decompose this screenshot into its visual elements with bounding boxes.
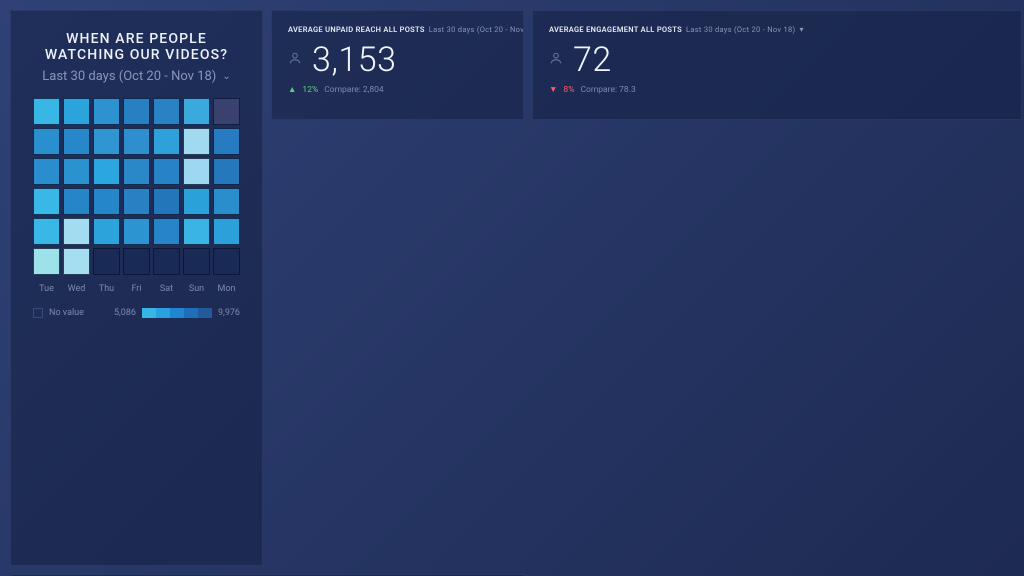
delta-down-icon: ▼ xyxy=(549,84,557,95)
kpi-engagement-title: AVERAGE ENGAGEMENT ALL POSTS xyxy=(549,25,682,34)
heatmap-cell[interactable] xyxy=(63,158,90,185)
heatmap-period: Last 30 days (Oct 20 - Nov 18) xyxy=(42,69,216,84)
novalue-label: No value xyxy=(49,308,84,318)
kpi-reach-compare: Compare: 2,804 xyxy=(324,85,384,95)
heatmap-x-label: Fri xyxy=(123,284,150,294)
kpi-engagement-delta: 8% xyxy=(563,85,574,95)
kpi-reach-card: AVERAGE UNPAID REACH ALL POSTS Last 30 d… xyxy=(271,10,524,120)
kpi-reach-delta: 12% xyxy=(302,85,318,95)
heatmap-cell[interactable] xyxy=(123,158,150,185)
heatmap-cell[interactable] xyxy=(213,188,240,215)
heatmap-x-label: Mon xyxy=(213,284,240,294)
heatmap-legend: No value 5,086 9,976 xyxy=(33,308,240,318)
heatmap-cell[interactable] xyxy=(153,218,180,245)
person-icon xyxy=(288,51,302,69)
heatmap-grid xyxy=(33,98,240,278)
heatmap-cell[interactable] xyxy=(93,98,120,125)
heatmap-cell[interactable] xyxy=(153,98,180,125)
heatmap-cell[interactable] xyxy=(213,218,240,245)
heatmap-cell[interactable] xyxy=(213,248,240,275)
legend-max: 9,976 xyxy=(218,308,240,318)
heatmap-cell[interactable] xyxy=(123,218,150,245)
heatmap-cell[interactable] xyxy=(33,248,60,275)
heatmap-title: WHEN ARE PEOPLE WATCHING OUR VIDEOS? xyxy=(33,31,240,63)
kpi-reach-title: AVERAGE UNPAID REACH ALL POSTS xyxy=(288,25,425,34)
heatmap-cell[interactable] xyxy=(93,128,120,155)
heatmap-cell[interactable] xyxy=(63,128,90,155)
heatmap-cell[interactable] xyxy=(153,248,180,275)
heatmap-x-label: Thu xyxy=(93,284,120,294)
heatmap-cell[interactable] xyxy=(153,128,180,155)
person-icon xyxy=(549,51,563,69)
heatmap-cell[interactable] xyxy=(123,128,150,155)
chevron-down-icon[interactable]: ⌄ xyxy=(222,71,230,82)
heatmap-card: WHEN ARE PEOPLE WATCHING OUR VIDEOS? Las… xyxy=(10,10,263,566)
heatmap-cell[interactable] xyxy=(93,188,120,215)
heatmap-cell[interactable] xyxy=(213,128,240,155)
heatmap-x-labels: TueWedThuFriSatSunMon xyxy=(33,284,240,294)
novalue-swatch xyxy=(33,308,43,318)
kpi-reach-period: Last 30 days (Oct 20 - Nov 18) xyxy=(429,25,524,34)
heatmap-scale xyxy=(142,308,212,318)
heatmap-cell[interactable] xyxy=(63,98,90,125)
heatmap-cell[interactable] xyxy=(123,188,150,215)
kpi-reach-value: 3,153 xyxy=(312,40,396,80)
heatmap-cell[interactable] xyxy=(33,128,60,155)
heatmap-cell[interactable] xyxy=(183,158,210,185)
heatmap-x-label: Sat xyxy=(153,284,180,294)
heatmap-cell[interactable] xyxy=(153,188,180,215)
kpi-engagement-header[interactable]: AVERAGE ENGAGEMENT ALL POSTS Last 30 day… xyxy=(549,25,1005,34)
kpi-engagement-card: AVERAGE ENGAGEMENT ALL POSTS Last 30 day… xyxy=(532,10,1022,120)
heatmap-cell[interactable] xyxy=(63,188,90,215)
heatmap-cell[interactable] xyxy=(213,98,240,125)
kpi-engagement-compare: Compare: 78.3 xyxy=(580,85,635,95)
kpi-engagement-value: 72 xyxy=(573,40,612,80)
heatmap-cell[interactable] xyxy=(33,98,60,125)
heatmap-cell[interactable] xyxy=(93,218,120,245)
heatmap-period-selector[interactable]: Last 30 days (Oct 20 - Nov 18) ⌄ xyxy=(33,69,240,84)
heatmap-cell[interactable] xyxy=(183,218,210,245)
heatmap-cell[interactable] xyxy=(93,248,120,275)
kpi-engagement-period: Last 30 days (Oct 20 - Nov 18) xyxy=(686,25,795,34)
kpi-reach-header[interactable]: AVERAGE UNPAID REACH ALL POSTS Last 30 d… xyxy=(288,25,507,34)
heatmap-cell[interactable] xyxy=(153,158,180,185)
heatmap-cell[interactable] xyxy=(123,248,150,275)
heatmap-cell[interactable] xyxy=(63,248,90,275)
heatmap-x-label: Wed xyxy=(63,284,90,294)
heatmap-cell[interactable] xyxy=(123,98,150,125)
heatmap-x-label: Tue xyxy=(33,284,60,294)
heatmap-cell[interactable] xyxy=(183,128,210,155)
heatmap-cell[interactable] xyxy=(183,248,210,275)
heatmap-cell[interactable] xyxy=(183,188,210,215)
heatmap-cell[interactable] xyxy=(93,158,120,185)
heatmap-cell[interactable] xyxy=(33,188,60,215)
heatmap-x-label: Sun xyxy=(183,284,210,294)
heatmap-cell[interactable] xyxy=(33,158,60,185)
delta-up-icon: ▲ xyxy=(288,84,296,95)
heatmap-cell[interactable] xyxy=(213,158,240,185)
chevron-down-icon[interactable]: ▾ xyxy=(799,25,803,34)
heatmap-cell[interactable] xyxy=(33,218,60,245)
legend-min: 5,086 xyxy=(114,308,136,318)
heatmap-cell[interactable] xyxy=(63,218,90,245)
heatmap-cell[interactable] xyxy=(183,98,210,125)
